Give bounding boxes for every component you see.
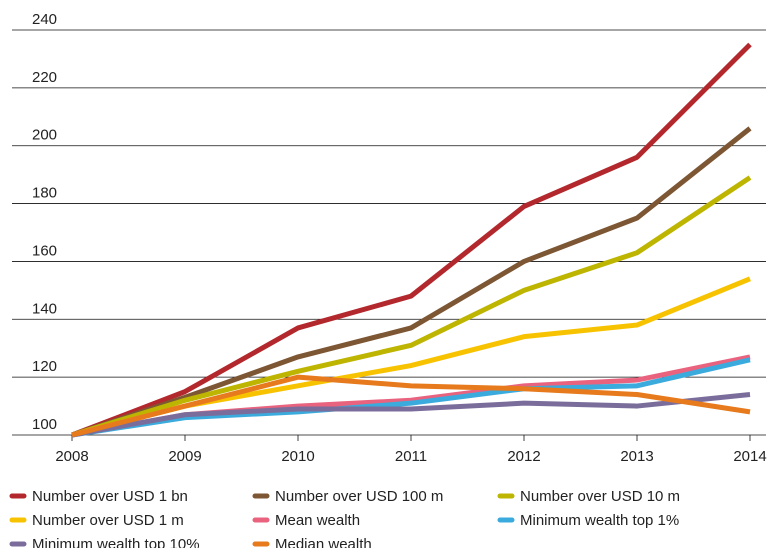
- x-tick-label: 2014: [733, 448, 766, 465]
- legend-label: Median wealth: [275, 536, 372, 548]
- y-tick-label: 120: [32, 358, 57, 375]
- y-tick-label: 140: [32, 300, 57, 317]
- series-line: [71, 175, 752, 438]
- legend-label: Minimum wealth top 10%: [32, 536, 200, 548]
- y-tick-label: 180: [32, 185, 57, 202]
- legend-label: Number over USD 1 m: [32, 512, 184, 529]
- x-tick-label: 2012: [507, 448, 540, 465]
- y-tick-label: 240: [32, 11, 57, 28]
- series-line: [71, 126, 752, 438]
- legend-label: Mean wealth: [275, 512, 360, 529]
- x-tick-label: 2009: [168, 448, 201, 465]
- y-tick-label: 220: [32, 69, 57, 86]
- x-tick-label: 2013: [620, 448, 653, 465]
- y-tick-label: 160: [32, 242, 57, 259]
- x-tick-label: 2011: [395, 448, 427, 465]
- x-tick-label: 2008: [55, 448, 88, 465]
- series-line: [71, 42, 752, 438]
- series-line: [71, 392, 751, 438]
- y-tick-label: 200: [32, 127, 57, 144]
- legend-label: Number over USD 100 m: [275, 488, 443, 505]
- y-tick-label: 100: [32, 416, 57, 433]
- series-line: [71, 374, 751, 438]
- legend-label: Minimum wealth top 1%: [520, 512, 679, 529]
- legend-label: Number over USD 1 bn: [32, 488, 188, 505]
- legend-label: Number over USD 10 m: [520, 488, 680, 505]
- x-tick-label: 2010: [281, 448, 314, 465]
- series-line: [71, 357, 751, 438]
- series-line: [71, 276, 751, 438]
